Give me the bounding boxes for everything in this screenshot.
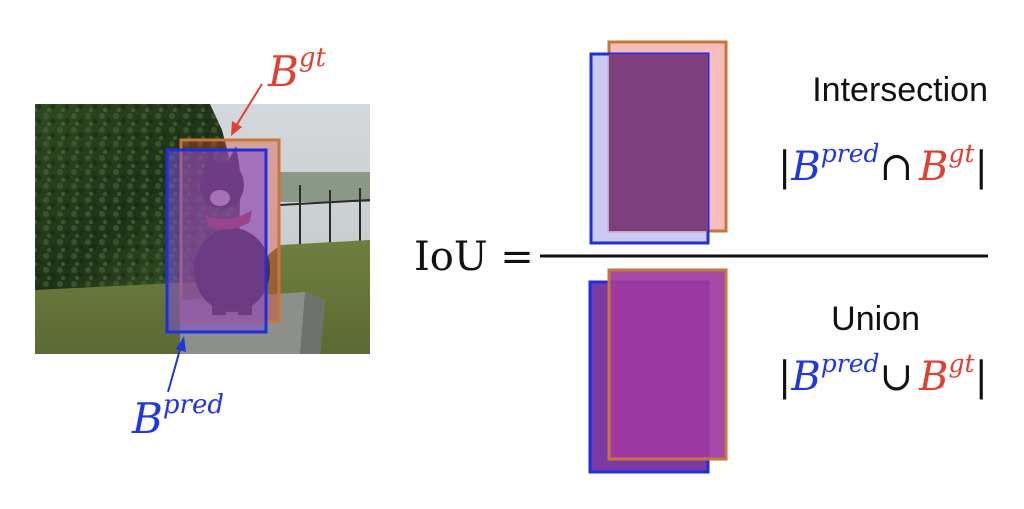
pred-label-sup: pred <box>163 390 224 420</box>
union-gt-box <box>607 268 728 461</box>
intersection-bar-left: | <box>778 144 791 190</box>
pred-label: Bpred <box>131 390 224 443</box>
pred-arrow <box>167 336 186 393</box>
intersection-gt-sup: gt <box>948 139 975 168</box>
gt-label: Bgt <box>267 43 327 96</box>
union-title: Union <box>831 300 920 338</box>
photo-pedestal-side <box>300 292 325 354</box>
intersection-formula: |Bpred∩ Bgt| <box>778 139 988 190</box>
union-gt-base: B <box>918 354 948 400</box>
union-bar-right: | <box>975 354 988 400</box>
pred-label-base: B <box>131 394 163 443</box>
example-photo <box>35 104 371 354</box>
gt-label-base: B <box>267 47 299 96</box>
intersection-pred-sup: pred <box>821 139 880 168</box>
intersection-region <box>609 54 708 231</box>
photo-fence <box>279 185 371 245</box>
union-diagram <box>588 268 728 474</box>
photo-distant-trees <box>280 172 370 202</box>
intersection-diagram <box>589 40 728 245</box>
intersection-title: Intersection <box>812 71 988 109</box>
gt-label-sup: gt <box>299 43 327 73</box>
intersection-gt-base: B <box>918 144 948 190</box>
union-pred-sup: pred <box>821 349 880 378</box>
union-pred-base: B <box>790 354 820 400</box>
intersection-operator: ∩ <box>880 144 914 190</box>
photo-pred-box <box>165 148 268 334</box>
union-bar-left: | <box>778 354 791 400</box>
union-gt-sup: gt <box>948 349 975 378</box>
gt-arrow <box>231 83 263 136</box>
union-operator: ∪ <box>880 354 914 400</box>
iou-lhs: IoU = <box>414 234 534 280</box>
intersection-pred-base: B <box>790 144 820 190</box>
union-formula: |Bpred∪ Bgt| <box>778 349 988 400</box>
intersection-bar-right: | <box>975 144 988 190</box>
